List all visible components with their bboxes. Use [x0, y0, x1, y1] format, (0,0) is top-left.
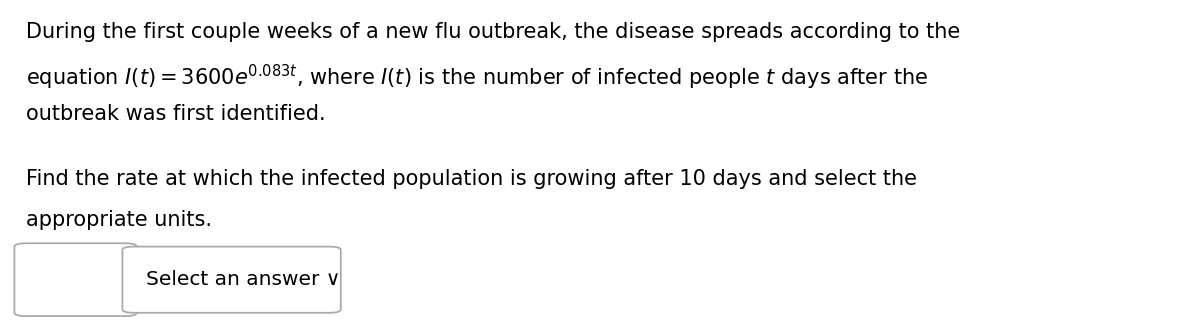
Text: Select an answer ∨: Select an answer ∨: [146, 270, 341, 289]
Text: equation $I(t) = 3600e^{0.083t}$, where $I(t)$ is the number of infected people : equation $I(t) = 3600e^{0.083t}$, where …: [26, 63, 929, 92]
Text: outbreak was first identified.: outbreak was first identified.: [26, 104, 326, 124]
FancyBboxPatch shape: [14, 243, 137, 316]
FancyBboxPatch shape: [122, 247, 341, 313]
Text: appropriate units.: appropriate units.: [26, 210, 212, 230]
Text: Find the rate at which the infected population is growing after 10 days and sele: Find the rate at which the infected popu…: [26, 169, 918, 189]
Text: During the first couple weeks of a new flu outbreak, the disease spreads accordi: During the first couple weeks of a new f…: [26, 22, 961, 41]
